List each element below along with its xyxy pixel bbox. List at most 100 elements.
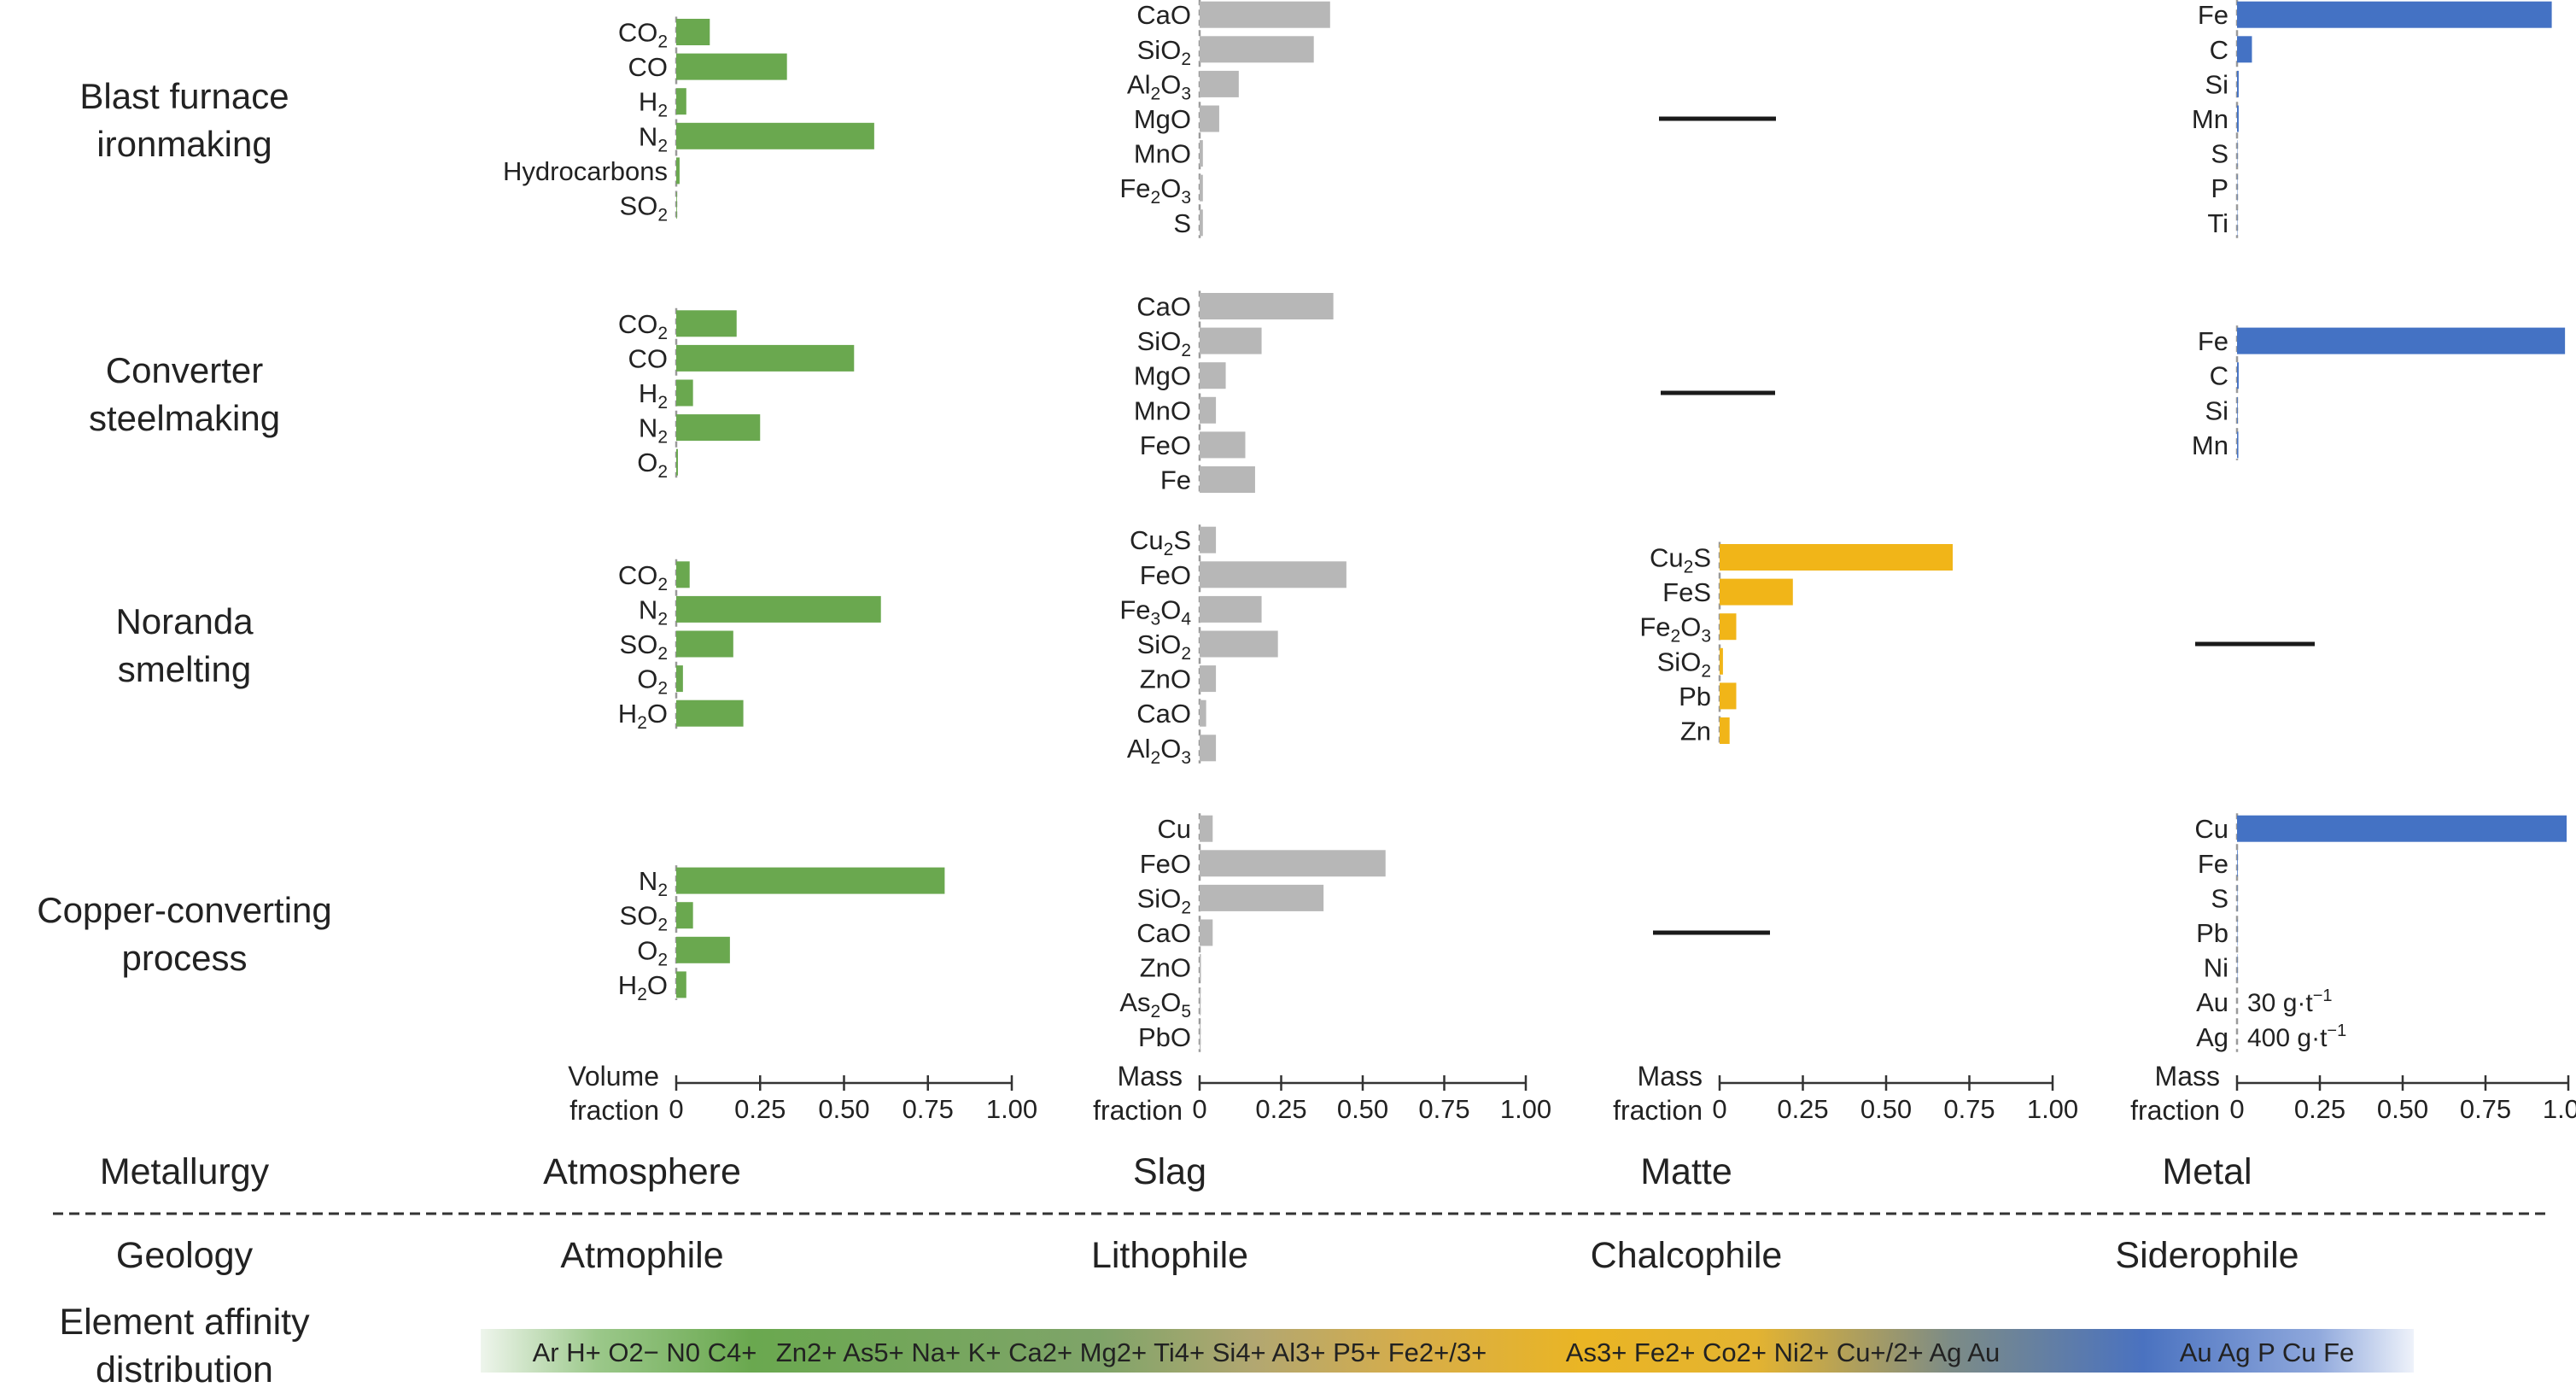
bar-n2 <box>676 867 945 894</box>
axis-title-line: fraction <box>1093 1095 1183 1126</box>
bar-cao <box>1200 1 1330 28</box>
tick-label: 0.25 <box>2294 1094 2345 1124</box>
category-label-h2: H2​ <box>639 378 668 413</box>
process-label-line: Copper-converting <box>37 890 332 930</box>
category-label-h2o: H2​O <box>618 699 668 733</box>
bar-pb <box>1720 682 1737 710</box>
geology-col-atmophile: Atmophile <box>560 1235 723 1276</box>
bar-fe2o3 <box>1720 613 1737 641</box>
panel-blast-furnace-ironmaking-atmosphere: CO2​CO H2​N2​Hydrocarbons SO2​ <box>503 16 874 225</box>
bar-co2 <box>676 310 737 337</box>
affinity-group-atmophile: Ar H+ O2− N0 C4+ <box>533 1338 757 1367</box>
bar-feo <box>1200 561 1346 588</box>
category-label-n2: N2​ <box>639 866 668 900</box>
category-label-zn: Zn <box>1680 717 1711 746</box>
category-label-si: Si <box>2205 395 2228 425</box>
axis-title-line: fraction <box>1613 1095 1703 1126</box>
tick-label: 0.50 <box>2377 1094 2428 1124</box>
bar-fes <box>1720 578 1793 606</box>
bar-mn <box>2237 105 2239 132</box>
tick-label: 0 <box>669 1094 683 1124</box>
bar-fe <box>2237 327 2566 354</box>
category-label-mgo: MgO <box>1134 361 1191 391</box>
affinity-label-line1: Element affinity <box>59 1302 310 1343</box>
panel-blast-furnace-ironmaking-metal: Fe C Si Mn SP Ti <box>2192 0 2552 238</box>
process-label-blast-furnace-ironmaking: Blast furnace ironmaking <box>79 76 289 164</box>
category-label-hydrocarbons: Hydrocarbons <box>503 156 668 186</box>
bar-sio2 <box>1200 327 1262 354</box>
process-label-line: steelmaking <box>89 398 280 438</box>
bar-n2 <box>676 122 874 149</box>
category-label-al2o3: Al2​O3​ <box>1127 69 1191 103</box>
bar-si <box>2237 70 2239 97</box>
category-label-al2o3: Al2​O3​ <box>1127 734 1191 768</box>
category-label-p: P <box>2211 173 2228 203</box>
process-label-converter-steelmaking: Converter steelmaking <box>89 350 280 438</box>
tick-label: 0 <box>1712 1094 1726 1124</box>
bar-s <box>1200 209 1203 237</box>
category-label-fe: Fe <box>2198 0 2228 30</box>
category-label-co2: CO2​ <box>618 309 668 343</box>
tick-label: 0.75 <box>1418 1094 1469 1124</box>
axis-title-line: Volume <box>568 1061 659 1092</box>
category-label-cao: CaO <box>1136 699 1191 729</box>
bar-mno <box>1200 396 1217 424</box>
category-label-mn: Mn <box>2192 104 2228 134</box>
axis-title-line: fraction <box>570 1095 659 1126</box>
axis-title-line: Mass <box>1638 1061 1703 1092</box>
category-label-n2: N2​ <box>639 413 668 448</box>
bar-c <box>2237 36 2252 63</box>
tick-label: 1.00 <box>2543 1094 2576 1124</box>
tick-label: 0.25 <box>734 1094 786 1124</box>
geology-col-lithophile: Lithophile <box>1091 1235 1248 1276</box>
category-label-fe2o3: Fe2​O3​ <box>1119 173 1191 208</box>
category-label-co: CO <box>628 52 669 82</box>
category-label-sio2: SiO2​ <box>1137 35 1191 69</box>
category-label-cao: CaO <box>1136 0 1191 30</box>
category-label-feo: FeO <box>1140 849 1191 879</box>
process-label-line: smelting <box>118 649 251 689</box>
category-label-zno: ZnO <box>1140 664 1191 694</box>
tick-label: 0.75 <box>2460 1094 2511 1124</box>
category-label-cu2s: Cu2​S <box>1650 543 1711 577</box>
bar-h2o <box>676 971 686 998</box>
category-label-au: Au <box>2196 987 2228 1017</box>
category-label-s: S <box>2211 139 2228 169</box>
category-label-pbo: PbO <box>1138 1022 1191 1052</box>
category-label-mno: MnO <box>1134 395 1191 425</box>
category-label-zno: ZnO <box>1140 953 1191 983</box>
category-label-cu2s: Cu2​S <box>1130 525 1191 559</box>
metallurgy-col-matte: Matte <box>1640 1151 1732 1192</box>
bar-fe <box>2237 850 2238 877</box>
category-label-o2: O2​ <box>637 935 668 969</box>
metallurgy-col-atmosphere: Atmosphere <box>543 1151 741 1192</box>
metallurgy-col-metal: Metal <box>2162 1151 2252 1192</box>
bar-so2 <box>676 630 733 658</box>
panel-converter-steelmaking-metal: Fe C Si Mn <box>2192 325 2566 460</box>
category-label-sio2: SiO2​ <box>1137 883 1191 917</box>
bar-cu <box>1200 815 1213 842</box>
bar-cu <box>2237 815 2567 842</box>
affinity-group-lithophile: Zn2+ As5+ Na+ K+ Ca2+ Mg2+ Ti4+ Si4+ Al3… <box>776 1338 1487 1367</box>
bar-mgo <box>1200 105 1219 132</box>
affinity-label-line2: distribution <box>96 1349 273 1390</box>
process-label-copper-converting-process: Copper-converting process <box>37 890 332 978</box>
category-label-ni: Ni <box>2204 953 2228 983</box>
affinity-group-chalcophile: As3+ Fe2+ Co2+ Ni2+ Cu+/2+ Ag Au <box>1566 1338 2000 1367</box>
tick-label: 0.25 <box>1255 1094 1306 1124</box>
bar-fe <box>1200 466 1255 493</box>
bar-sio2 <box>1200 884 1324 911</box>
category-label-feo: FeO <box>1140 560 1191 590</box>
tick-label: 0 <box>2229 1094 2244 1124</box>
bar-co2 <box>676 561 690 588</box>
panel-converter-steelmaking-atmosphere: CO2​CO H2​N2​O2​ <box>618 307 855 482</box>
process-label-line: ironmaking <box>96 124 272 164</box>
affinity-group-siderophile: Au Ag P Cu Fe <box>2180 1338 2355 1367</box>
category-label-s: S <box>2211 883 2228 913</box>
tick-label: 0 <box>1192 1094 1206 1124</box>
panel-copper-converting-process-slag: Cu FeO SiO2​CaO ZnO As2​O5​PbO <box>1119 813 1386 1052</box>
category-label-h2: H2​ <box>639 87 668 121</box>
bar-zno <box>1200 954 1201 981</box>
